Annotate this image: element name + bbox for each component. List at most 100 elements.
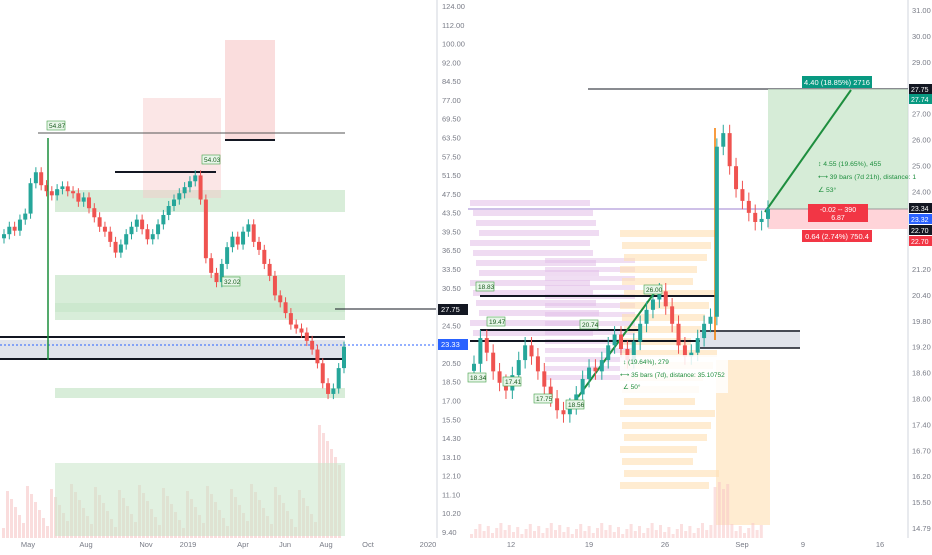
left-candle-body	[304, 332, 309, 341]
right-candle-body	[708, 316, 713, 324]
left-x-tick-label: Aug	[319, 540, 332, 549]
right-volume-bar	[684, 531, 688, 538]
right-chart-panel[interactable]: 31.0030.0029.0028.0027.0026.0025.0024.00…	[467, 0, 932, 549]
right-volume-bar	[491, 533, 494, 538]
left-y-tick-label: 84.50	[442, 77, 461, 86]
right-volume-bar	[470, 534, 473, 538]
left-y-tick-label: 9.40	[442, 528, 457, 537]
right-orange-band	[624, 434, 707, 441]
left-y-tick-label: 30.50	[442, 284, 461, 293]
right-price-annotation-box	[467, 372, 487, 383]
right-candle-body	[555, 398, 560, 411]
right-y-tick-label: 25.00	[912, 161, 931, 170]
right-candle-body	[561, 410, 566, 415]
left-volume-zone	[55, 463, 345, 536]
right-volume-bar	[549, 523, 553, 538]
right-supply-band	[476, 300, 596, 306]
left-x-tick-label: Apr	[237, 540, 249, 549]
right-supply-band	[473, 210, 593, 216]
right-orange-band	[622, 242, 711, 249]
left-candle-body	[214, 272, 219, 283]
left-candle-body	[33, 172, 38, 184]
right-y-tick-label: 14.79	[912, 524, 931, 533]
right-volume-bar	[709, 525, 713, 538]
left-candle-body	[241, 231, 246, 245]
right-volume-bar	[722, 489, 725, 538]
stop-label-box	[802, 230, 872, 242]
left-price-annotation-box	[221, 276, 241, 287]
right-trend-projection	[764, 89, 852, 213]
right-price-annotation: 18.83	[478, 284, 495, 291]
left-candle-body	[320, 363, 325, 384]
right-volume-bar	[659, 525, 662, 538]
right-volume-bar	[474, 529, 478, 538]
right-volume-bar	[608, 525, 612, 538]
left-y-tick-label: 69.50	[442, 115, 461, 124]
right-candle-body	[676, 323, 681, 346]
right-price-annotation-box	[643, 284, 663, 295]
right-y-tick-label: 20.40	[912, 291, 931, 300]
left-y-tick-label: 13.10	[442, 453, 461, 462]
right-candle-body	[625, 348, 630, 361]
right-orange-band	[622, 458, 693, 465]
left-candle-body	[23, 213, 28, 220]
left-demand-zone	[55, 388, 345, 398]
right-price-annotation-box	[475, 281, 495, 292]
right-volume-bar	[482, 531, 486, 538]
left-candle-body	[251, 224, 256, 242]
right-y-tick-label: 30.00	[912, 32, 931, 41]
right-orange-band	[624, 254, 707, 261]
right-supply-band	[545, 276, 635, 281]
left-candle-body	[283, 302, 288, 314]
right-volume-bar	[751, 523, 755, 538]
left-candle-body	[182, 187, 187, 194]
right-candle-body	[727, 133, 732, 167]
right-volume-bar	[654, 530, 658, 538]
right-volume-bar	[507, 525, 511, 538]
right-volume-bar	[629, 524, 633, 538]
right-x-tick-label: 19	[585, 540, 593, 549]
right-volume-bar	[587, 526, 591, 538]
left-candle-body	[257, 241, 261, 250]
left-chart-panel[interactable]: 124.00 112.00 100.00 92.00 84.50 77.00 69.50 63…	[0, 0, 468, 549]
right-volume-bar	[537, 526, 541, 538]
left-candle-body	[140, 219, 145, 230]
measure-1-line-1: ↕ 4.55 (19.65%), 455	[818, 161, 881, 168]
right-y-tick-label: 17.40	[912, 420, 931, 429]
right-volume-bar	[667, 527, 671, 538]
left-volume-bar	[46, 526, 49, 538]
left-candle-body	[113, 241, 118, 253]
right-volume-bar	[524, 529, 528, 538]
right-volume-bar	[696, 528, 700, 538]
left-demand-zone	[55, 303, 345, 320]
right-supply-band	[473, 290, 593, 296]
right-price-annotation: 17.75	[536, 396, 553, 403]
left-candle-body	[71, 191, 76, 194]
right-candle-body	[567, 406, 572, 415]
left-volume-bar	[18, 515, 21, 538]
right-candle-body	[638, 323, 643, 342]
right-price-annotation-box	[486, 316, 506, 327]
right-volume-bar	[755, 530, 759, 538]
target-price-tag	[909, 84, 932, 94]
right-candle-body	[484, 338, 489, 353]
measure-1-line-2: ⟷ 39 bars (7d 21h), distance: 1	[818, 174, 916, 181]
right-volume-bar	[520, 534, 524, 538]
right-orange-band	[624, 398, 695, 405]
right-volume-bar	[747, 528, 751, 538]
right-candle-body	[542, 371, 547, 387]
left-candle-body	[203, 199, 208, 259]
stop-sub-price-tag	[909, 236, 932, 246]
right-volume-bar	[650, 523, 654, 538]
right-candle-body	[516, 360, 521, 376]
right-candle-body	[593, 367, 598, 372]
current-pnl-line-2: 6.87	[831, 215, 845, 222]
right-candle-body	[523, 345, 528, 361]
left-y-tick-label: 47.50	[442, 190, 461, 199]
left-candle-body	[134, 219, 139, 227]
left-x-tick-label: 2019	[180, 540, 197, 549]
left-candle-body	[7, 226, 12, 235]
right-candle-body	[491, 352, 496, 372]
right-supply-band	[476, 220, 596, 226]
